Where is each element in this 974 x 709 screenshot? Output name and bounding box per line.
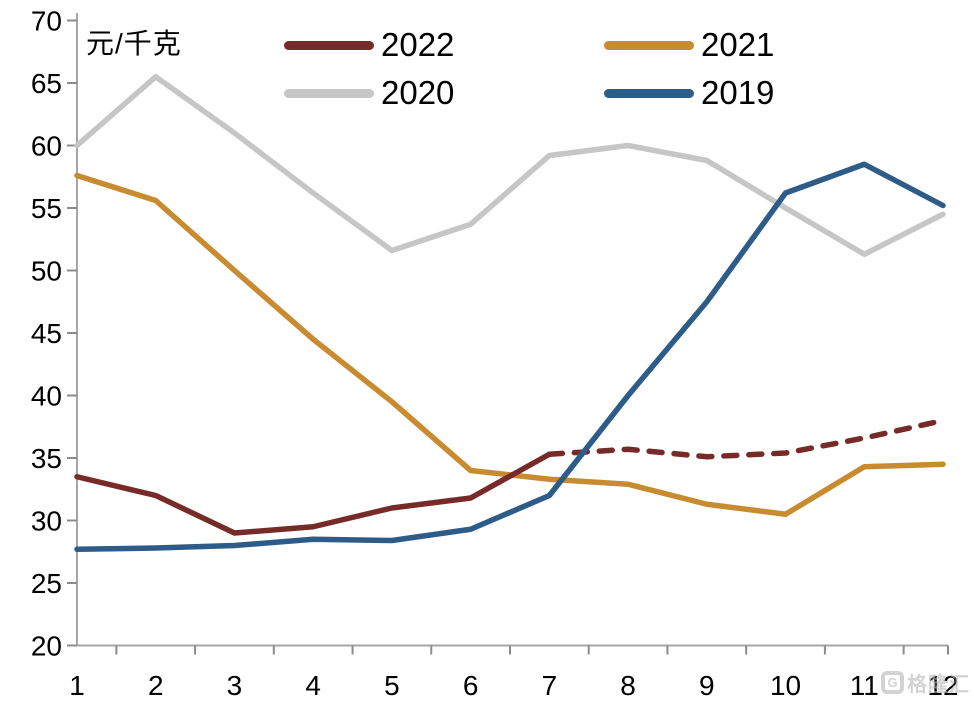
x-tick-label: 9 <box>699 670 715 701</box>
x-tick-label: 7 <box>542 670 558 701</box>
legend-item-2020: 2020 <box>284 76 454 110</box>
legend-item-2019: 2019 <box>604 76 774 110</box>
series-2019-line <box>74 161 946 552</box>
series-2022-line <box>74 451 553 536</box>
y-tick-label: 30 <box>31 506 62 537</box>
legend-swatch-2019 <box>604 88 694 98</box>
x-tick-label: 3 <box>227 670 243 701</box>
y-tick-label: 45 <box>31 318 62 349</box>
x-tick-label: 2 <box>148 670 164 701</box>
watermark-text: 格隆汇 <box>907 674 970 696</box>
y-tick-label: 50 <box>31 256 62 287</box>
legend-swatch-2020 <box>284 88 374 98</box>
legend-item-2022: 2022 <box>284 28 454 62</box>
legend-label-2020: 2020 <box>381 74 455 111</box>
legend-label-2021: 2021 <box>701 26 775 63</box>
y-axis-unit-label: 元/千克 <box>86 28 182 59</box>
x-tick-label: 6 <box>463 670 479 701</box>
series-2022-line-dashed <box>546 417 946 460</box>
x-tick-label: 8 <box>620 670 636 701</box>
y-tick-label: 55 <box>31 193 62 224</box>
y-tick-label: 65 <box>31 68 62 99</box>
legend-item-2021: 2021 <box>604 28 774 62</box>
legend-label-2019: 2019 <box>701 74 775 111</box>
legend: 2022 2021 2020 2019 <box>0 0 974 130</box>
watermark: G 格隆汇 <box>881 668 970 697</box>
legend-swatch-2021 <box>604 40 694 50</box>
y-tick-label: 35 <box>31 443 62 474</box>
x-tick-label: 5 <box>384 670 400 701</box>
x-tick-label: 11 <box>850 670 879 701</box>
y-tick-label: 40 <box>31 381 62 412</box>
y-tick-label: 60 <box>31 131 62 162</box>
x-tick-label: 1 <box>69 670 85 701</box>
y-tick-label: 20 <box>31 631 62 662</box>
x-tick-label: 10 <box>770 670 801 701</box>
series-2020-line <box>74 74 946 257</box>
legend-label-2022: 2022 <box>381 26 455 63</box>
x-tick-label: 4 <box>305 670 321 701</box>
watermark-logo-icon: G <box>881 671 904 694</box>
x-tick-label: 12 <box>927 670 958 701</box>
y-tick-label: 25 <box>31 568 62 599</box>
legend-swatch-2022 <box>284 40 374 50</box>
y-tick-label: 70 <box>31 6 62 37</box>
